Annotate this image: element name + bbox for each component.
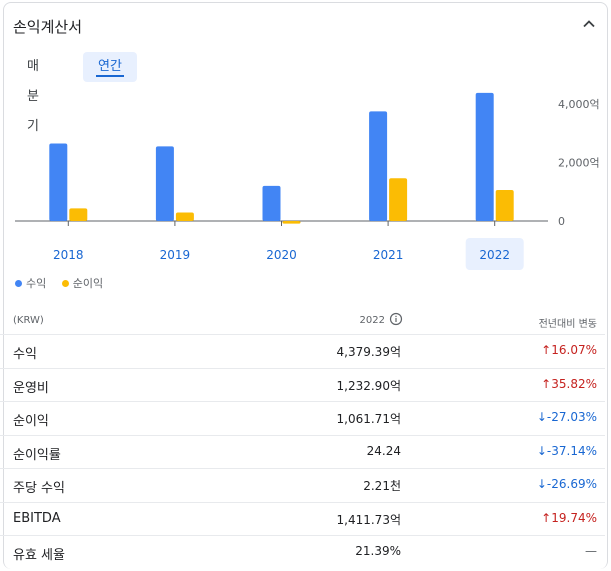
table-row: EBITDA 1,411.73억 ↑19.74% [0, 501, 605, 535]
metric-value: 1,232.90억 [336, 378, 401, 393]
change-value: -37.14% [546, 443, 597, 458]
income-statement-card [3, 2, 608, 569]
collapse-button[interactable] [579, 14, 599, 34]
legend-dot-revenue [15, 279, 22, 287]
x-tick-label[interactable]: 2021 [373, 248, 404, 262]
tab-active-indicator [96, 75, 124, 77]
metric-change: ↓-27.03% [537, 410, 597, 424]
year-header: 2022 [359, 315, 385, 326]
chevron-up-icon [583, 20, 595, 28]
table-row: 수익 4,379.39억 ↑16.07% [0, 334, 605, 367]
section-title: 손익계산서 [13, 18, 83, 36]
y-tick-label: 4,000억 [558, 98, 600, 111]
x-tick-label[interactable]: 2022 [479, 248, 510, 262]
net-income-bar[interactable] [282, 221, 301, 224]
selected-year-highlight[interactable] [465, 238, 524, 270]
change-value: 35.82% [551, 376, 597, 391]
net-income-bar[interactable] [175, 212, 194, 221]
tab-quarterly[interactable]: 매분기 [27, 59, 39, 134]
change-value: -27.03% [546, 410, 597, 424]
arrow-up-icon: ↑ [541, 376, 552, 391]
change-value: -26.69% [546, 477, 597, 491]
metric-name: 수익 [13, 347, 37, 362]
change-value: 19.74% [551, 510, 597, 525]
metric-change: ↑35.82% [541, 377, 597, 391]
legend-label-net-income: 순이익 [72, 277, 104, 290]
change-value: 16.07% [551, 343, 597, 357]
legend-dot-net-income [61, 279, 69, 287]
net-income-bar[interactable] [69, 208, 88, 221]
revenue-bar[interactable] [262, 185, 281, 221]
table-row: 유효 세율 21.39% — [0, 535, 605, 568]
net-income-bar[interactable] [495, 189, 514, 221]
net-income-bar[interactable] [389, 178, 408, 221]
metric-name: 유효 세율 [13, 548, 65, 563]
metric-name: 주당 수익 [13, 481, 65, 496]
table-row: 순이익 1,061.71억 ↓-27.03% [0, 401, 605, 434]
metric-value: 4,379.39억 [336, 345, 401, 359]
table-header: (KRW) 2022 전년대비 변동 [0, 312, 605, 332]
x-tick-label[interactable]: 2018 [53, 248, 84, 262]
metric-name: 순이익 [13, 414, 49, 429]
revenue-chart: 4,000억 2,000억 0 2018 2019 2020 2021 2022 [15, 92, 600, 270]
change-value: — [585, 544, 597, 558]
arrow-up-icon: ↑ [541, 343, 552, 357]
tab-annual[interactable]: 연간 [83, 52, 137, 82]
metric-value: 1,061.71억 [336, 412, 401, 426]
arrow-up-icon: ↑ [541, 510, 552, 525]
table-row: 순이익률 24.24 ↓-37.14% [0, 434, 605, 468]
revenue-bar[interactable] [475, 92, 494, 222]
tab-annual-label: 연간 [98, 59, 122, 74]
metric-value: 24.24 [366, 443, 401, 458]
y-tick-label: 0 [558, 215, 565, 228]
revenue-bar[interactable] [369, 111, 388, 221]
metric-change: — [585, 544, 597, 558]
metric-change: ↑16.07% [541, 343, 597, 357]
metric-change: ↑19.74% [541, 511, 597, 525]
arrow-down-icon: ↓ [536, 410, 547, 424]
metric-change: ↓-37.14% [537, 444, 597, 458]
revenue-bar[interactable] [155, 146, 174, 221]
table-row: 운영비 1,232.90억 ↑35.82% [0, 367, 605, 401]
legend-label-revenue: 수익 [26, 277, 47, 290]
y-tick-label: 2,000억 [558, 157, 600, 170]
metric-value: 21.39% [355, 544, 401, 558]
metric-value: 1,411.73억 [336, 512, 401, 527]
info-icon[interactable] [389, 312, 403, 326]
metric-name: EBITDA [13, 510, 61, 526]
chart-legend: 수익 순이익 [15, 275, 115, 291]
metric-change: ↓-26.69% [537, 477, 597, 491]
metric-name: 운영비 [13, 380, 49, 396]
arrow-down-icon: ↓ [536, 477, 547, 491]
change-header: 전년대비 변동 [538, 319, 597, 330]
metric-name: 순이익률 [13, 447, 61, 463]
x-tick-label[interactable]: 2019 [160, 248, 191, 262]
table-row: 주당 수익 2.21천 ↓-26.69% [0, 468, 605, 501]
arrow-down-icon: ↓ [536, 443, 547, 458]
currency-header: (KRW) [13, 315, 44, 326]
metric-value: 2.21천 [363, 479, 401, 493]
x-tick-label[interactable]: 2020 [266, 248, 297, 262]
revenue-bar[interactable] [49, 143, 68, 221]
